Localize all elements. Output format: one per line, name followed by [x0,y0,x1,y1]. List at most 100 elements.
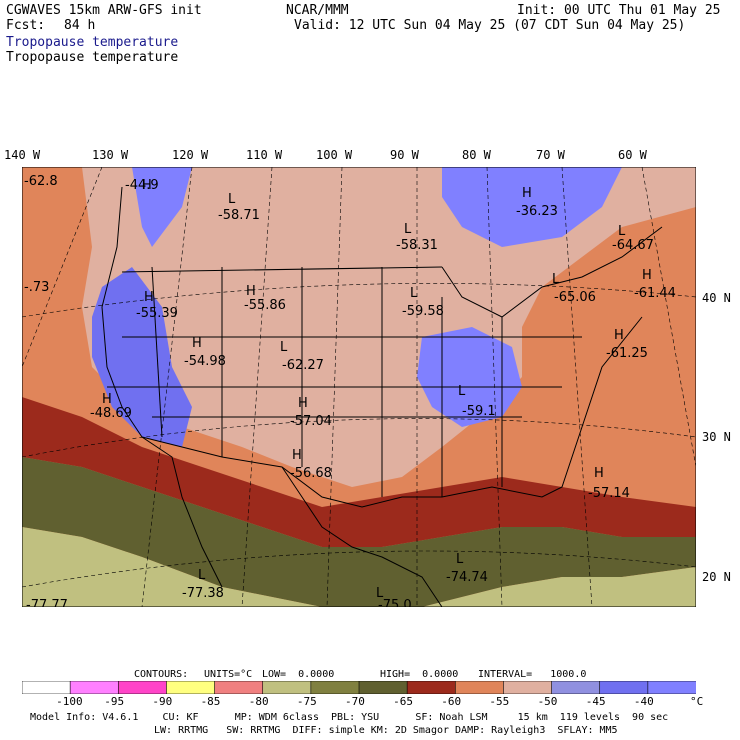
low-marker: L [228,192,236,207]
low-value: -58.31 [396,238,438,253]
lon-label-130w: 130 W [92,148,129,162]
edge-value: -77.77 [26,598,68,607]
valid-time: Valid: 12 UTC Sun 04 May 25 (07 CDT Sun … [294,18,686,33]
high-value: -48.69 [90,406,132,421]
colorbar-tick-label: -90 [152,695,173,708]
lat-label-30n: 30 N [702,430,731,444]
lon-label-140w: 140 W [4,148,41,162]
high-marker: H [594,466,604,481]
field-title-primary: Tropopause temperature [6,35,179,50]
low-marker: L [404,222,412,237]
lon-label-120w: 120 W [172,148,209,162]
edge-value: -.73 [24,280,49,295]
colorbar-swatch [647,681,696,694]
colorbar-swatch [22,681,71,694]
colorbar-tick-label: -65 [393,695,414,708]
model-info-line-2: LW: RRTMG SW: RRTMG DIFF: simple KM: 2D … [154,725,618,736]
shade-region-southwest-light [22,527,322,607]
low-marker: L [280,340,288,355]
high-value: -61.25 [606,346,648,361]
colorbar-tick-label: -45 [585,695,606,708]
colorbar-tick-label: -85 [200,695,221,708]
edge-value: -62.8 [24,174,58,189]
colorbar-swatch [166,681,216,694]
lon-label-70w: 70 W [536,148,565,162]
high-marker: H [614,328,624,343]
low-value: -65.06 [554,290,596,305]
low-value: -77.38 [182,586,224,601]
colorbar [22,681,696,694]
model-info-line-1: Model Info: V4.6.1 CU: KF MP: WDM 6class… [30,712,669,723]
shade-region-great-lakes [417,327,522,427]
colorbar-swatch [551,681,601,694]
lat-label-20n: 20 N [702,570,731,584]
high-value: -36.23 [516,204,558,219]
high-value: -61.44 [634,286,676,301]
lon-label-60w: 60 W [618,148,647,162]
model-title: CGWAVES 15km ARW-GFS init [6,3,202,18]
colorbar-tick-label: -50 [537,695,558,708]
contours-high: HIGH= 0.0000 [380,669,459,680]
shade-region-central [82,167,696,487]
colorbar-swatch [214,681,264,694]
colorbar-swatch [69,681,120,694]
high-value: -55.86 [244,298,286,313]
low-marker: L [458,384,466,399]
colorbar-tick-label: -60 [441,695,462,708]
low-value: -59.1 [462,404,496,419]
init-time: Init: 00 UTC Thu 01 May 25 [517,3,721,18]
low-value: -62.27 [282,358,324,373]
lon-label-80w: 80 W [462,148,491,162]
high-marker: H [298,396,308,411]
colorbar-tick-label: -80 [248,695,269,708]
high-value: -55.39 [136,306,178,321]
low-marker: L [618,224,626,239]
high-marker: H [642,268,652,283]
high-marker: H [144,290,154,305]
contours-units: UNITS=°C [204,669,253,680]
low-value: -59.58 [402,304,444,319]
low-marker: L [376,586,384,601]
contours-interval: INTERVAL= 1000.0 [478,669,587,680]
colorbar-swatch [454,681,505,694]
shade-region-olive [22,457,696,607]
political-boundaries [101,186,663,607]
colorbar-tick-label: -75 [296,695,317,708]
high-value: -57.14 [588,486,630,501]
low-marker: L [410,286,418,301]
high-value: -56.68 [290,466,332,481]
colorbar-swatch [599,681,649,694]
tropopause-temperature-map: H -44.9 H -36.23 H -61.44 H -61.25 H -55… [22,167,696,607]
high-value: -54.98 [184,354,226,369]
colorbar-swatch [503,681,553,694]
colorbar-tick-label: -70 [345,695,365,708]
low-value: -58.71 [218,208,260,223]
high-marker: H [292,448,302,463]
colorbar-unit: °C [690,695,704,708]
high-value: -44.9 [125,178,159,193]
high-marker: H [142,178,152,193]
shade-region-northwest [132,167,192,247]
center-label: NCAR/MMM [286,3,349,18]
low-value: -74.74 [446,570,488,585]
lon-label-100w: 100 W [316,148,353,162]
colorbar-tick-label: -55 [489,695,510,708]
high-marker: H [102,392,112,407]
high-value: -57.04 [290,414,332,429]
high-marker: H [246,284,256,299]
colorbar-swatch [117,681,168,694]
lon-label-110w: 110 W [246,148,283,162]
shade-region-west-coast [92,267,192,447]
low-marker: L [456,552,464,567]
colorbar-tick-label: -40 [633,695,654,708]
low-marker: L [552,272,560,287]
shade-region-southeast-light [422,567,696,607]
colorbar-swatch [358,681,408,694]
field-title-secondary: Tropopause temperature [6,50,179,65]
annotations: H -44.9 H -36.23 H -61.44 H -61.25 H -55… [24,174,676,607]
shade-region-northeast [442,167,622,247]
low-value: -64.67 [612,238,654,253]
high-marker: H [192,336,202,351]
high-marker: H [522,186,532,201]
low-marker: L [198,568,206,583]
